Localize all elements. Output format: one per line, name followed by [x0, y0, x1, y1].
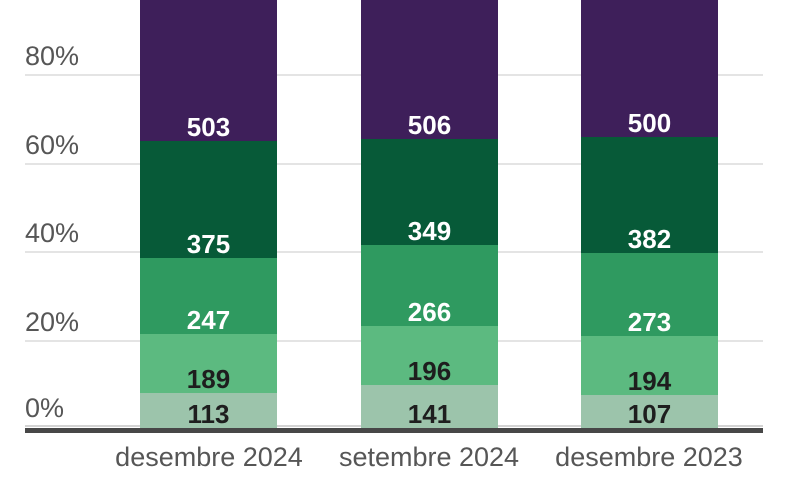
- x-axis-category-label: desembre 2024: [115, 442, 303, 472]
- bar-segment-value: 194: [627, 366, 672, 397]
- x-axis-category-label: desembre 2023: [555, 442, 743, 472]
- bar-segment-value: 266: [407, 296, 452, 327]
- bar-segment-value: 500: [627, 108, 672, 139]
- bar-column-desembre-2023: 500 382 273 194 107: [581, 0, 718, 428]
- bar-segment[interactable]: 196: [361, 325, 498, 387]
- x-axis-category-label: setembre 2024: [338, 442, 520, 472]
- bar-segment-value: 375: [186, 228, 231, 259]
- bar-segment-value: 503: [186, 112, 231, 143]
- bar-segment-value: 189: [186, 363, 231, 394]
- bar-segment[interactable]: 107: [581, 395, 718, 428]
- bar-segment-value: 382: [627, 224, 672, 255]
- bar-segment-value: 141: [407, 398, 452, 429]
- bar-segment[interactable]: 247: [140, 257, 277, 336]
- bar-segment[interactable]: 382: [581, 137, 718, 255]
- bar-segment[interactable]: 503: [140, 0, 277, 143]
- bar-segment-value: 349: [407, 215, 452, 246]
- bar-segment[interactable]: 113: [140, 392, 277, 429]
- bar-segment[interactable]: 349: [361, 138, 498, 246]
- x-axis-line: [25, 428, 763, 433]
- y-axis-tick-label-80: 80%: [25, 41, 80, 71]
- bar-column-desembre-2024: 503 375 247 189 113: [140, 0, 277, 428]
- bar-segment[interactable]: 189: [140, 334, 277, 393]
- bar-segment[interactable]: 506: [361, 0, 498, 139]
- bar-segment[interactable]: 273: [581, 253, 718, 338]
- bar-segment-value: 273: [627, 307, 672, 338]
- bar-segment[interactable]: 500: [581, 0, 718, 139]
- y-axis-tick-label-60: 60%: [25, 130, 80, 160]
- bar-segment-value: 113: [187, 398, 230, 429]
- bar-segment[interactable]: 266: [361, 244, 498, 327]
- bar-segment[interactable]: 194: [581, 336, 718, 397]
- bar-segment-value: 247: [186, 305, 231, 336]
- y-axis-tick-label-20: 20%: [25, 307, 80, 337]
- y-axis-tick-label-40: 40%: [25, 218, 80, 248]
- bar-segment-value: 196: [407, 356, 452, 387]
- bar-segment[interactable]: 141: [361, 385, 498, 428]
- bar-column-setembre-2024: 506 349 266 196 141: [361, 0, 498, 428]
- y-axis-tick-label-0: 0%: [25, 393, 65, 423]
- bar-segment-value: 107: [627, 398, 672, 429]
- bar-segment[interactable]: 375: [140, 141, 277, 259]
- bar-segment-value: 506: [407, 109, 452, 140]
